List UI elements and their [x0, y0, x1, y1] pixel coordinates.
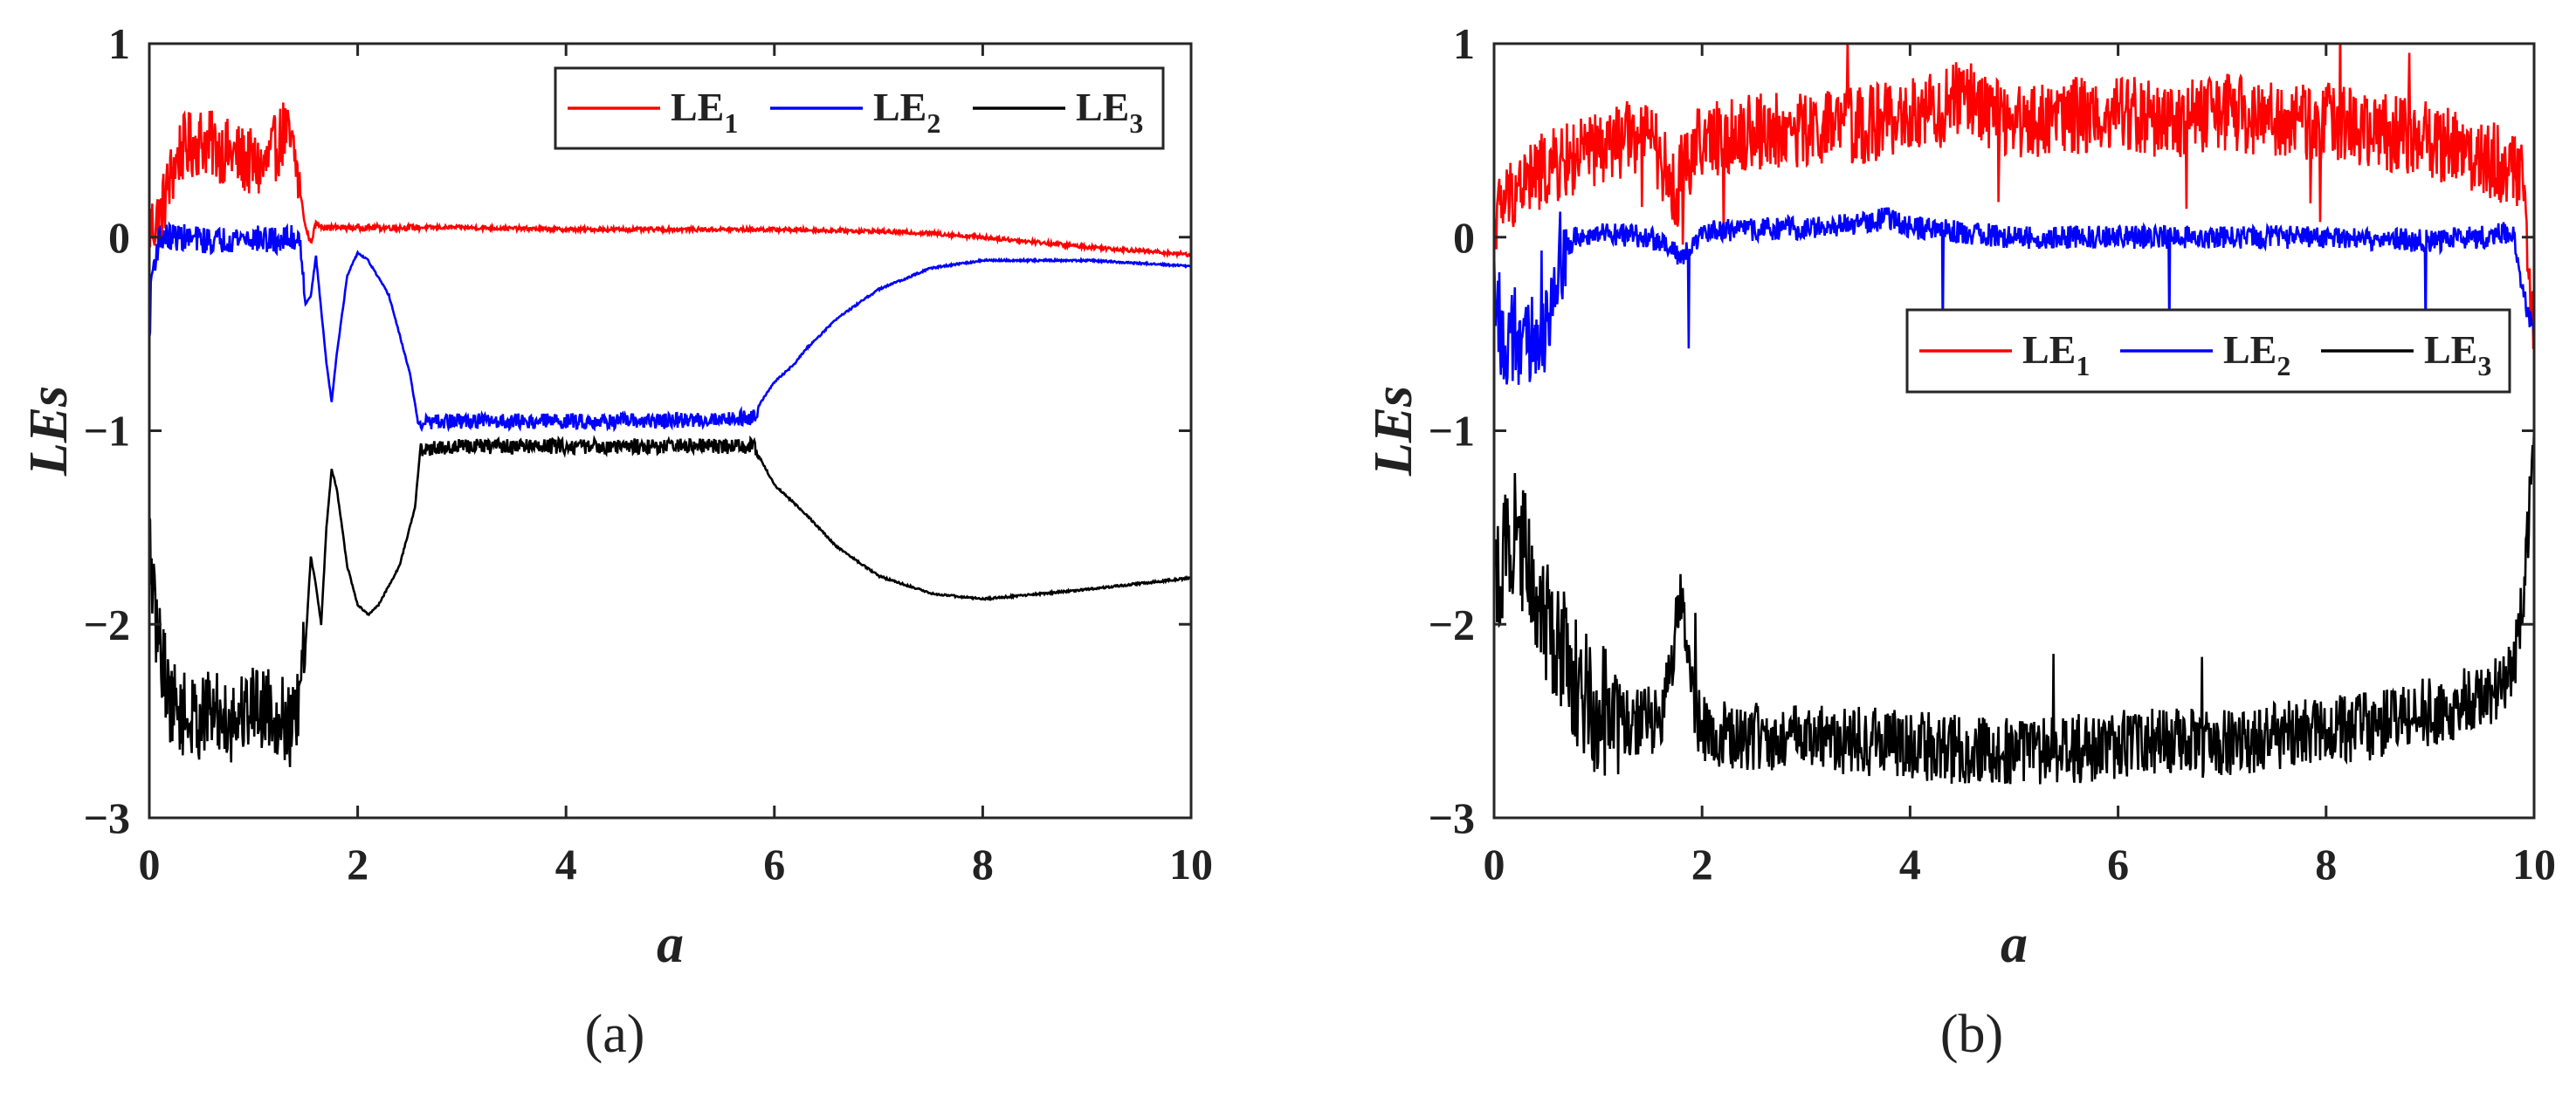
legend: LE1 LE2 LE3 — [1905, 308, 2511, 394]
x-axis-label: a — [657, 915, 684, 974]
x-tick-label: 8 — [972, 840, 994, 889]
x-tick-label: 4 — [555, 840, 577, 889]
x-tick-label: 0 — [139, 840, 161, 889]
x-tick-label: 2 — [347, 840, 368, 889]
x-tick-label: 2 — [1691, 840, 1713, 889]
y-tick-label: 0 — [108, 213, 130, 262]
x-tick-label: 10 — [2512, 840, 2556, 889]
y-tick-label: 1 — [1453, 19, 1475, 68]
series-line-le2 — [1494, 207, 2534, 385]
x-tick-label: 4 — [1899, 840, 1921, 889]
y-axis-label: LEs — [19, 386, 79, 477]
series-line-le3 — [1494, 428, 2534, 785]
y-tick-label: −3 — [1429, 793, 1476, 842]
legend: LE1 LE2 LE3 — [554, 66, 1165, 150]
y-tick-label: −1 — [1429, 407, 1476, 456]
panel-caption: (b) — [1940, 1005, 2003, 1064]
series-line-le1 — [149, 102, 1191, 259]
series-line-le3 — [149, 435, 1191, 767]
x-tick-label: 0 — [1484, 840, 1505, 889]
panel-caption: (a) — [585, 1005, 645, 1064]
x-tick-label: 8 — [2315, 840, 2337, 889]
y-tick-label: 0 — [1453, 213, 1475, 262]
y-tick-label: −2 — [84, 600, 131, 649]
y-tick-label: −2 — [1429, 600, 1476, 649]
series-line-le1 — [1494, 44, 2534, 349]
x-tick-label: 6 — [763, 840, 785, 889]
series-line-le2 — [149, 221, 1191, 433]
y-tick-label: −3 — [84, 793, 131, 842]
plot-frame — [148, 42, 1193, 820]
y-tick-label: 1 — [108, 19, 130, 68]
y-tick-label: −1 — [84, 407, 131, 456]
x-axis-label: a — [2001, 915, 2028, 974]
y-axis-label: LEs — [1364, 386, 1423, 477]
x-tick-label: 6 — [2107, 840, 2129, 889]
x-tick-label: 10 — [1169, 840, 1213, 889]
